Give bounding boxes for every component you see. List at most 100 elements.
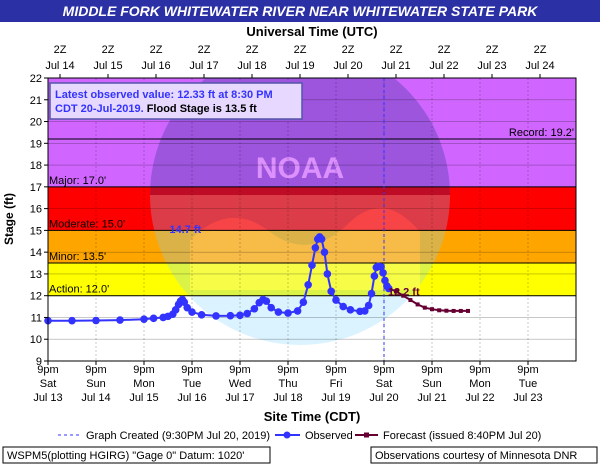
top-tick-date: Jul 24	[525, 60, 554, 72]
flood-stage-text: Flood Stage is 13.5 ft	[144, 103, 257, 115]
latest-value-line2: CDT 20-Jul-2019.	[55, 103, 144, 115]
bottom-tick-time: 9pm	[277, 364, 298, 376]
observed-point	[284, 309, 292, 317]
y-tick-label: 22	[30, 73, 42, 85]
bottom-tick-date: Jul 20	[369, 392, 398, 404]
bottom-tick-time: 9pm	[421, 364, 442, 376]
bottom-tick-time: 9pm	[229, 364, 250, 376]
legend-created-label: Graph Created (9:30PM Jul 20, 2019)	[86, 430, 270, 442]
top-axis-title: Universal Time (UTC)	[246, 24, 377, 39]
bottom-tick-time: 9pm	[85, 364, 106, 376]
bottom-axis-ticks: 9pm Sat Jul 13 9pm Sun Jul 14 9pm Mon Jul 15 9pm T…	[33, 361, 543, 404]
observed-point	[370, 272, 379, 280]
watermark-text: NOAA	[256, 152, 344, 185]
observed-point	[197, 311, 206, 319]
observed-point	[332, 296, 340, 304]
band-label-minor: Minor: 13.5'	[49, 251, 106, 263]
bottom-tick-date: Jul 13	[33, 392, 62, 404]
footer-courtesy: Observations courtesy of Minnesota DNR	[375, 450, 577, 462]
observed-point	[212, 312, 220, 320]
observed-point	[379, 269, 387, 277]
bottom-tick-day: Tue	[183, 378, 202, 390]
observed-point	[304, 281, 312, 289]
observed-point	[320, 248, 329, 256]
observed-point	[299, 298, 308, 307]
latest-value-line1: Latest observed value: 12.33 ft at 8:30 …	[55, 89, 273, 101]
legend-forecast-marker	[364, 432, 369, 438]
top-tick-date: Jul 16	[141, 60, 170, 72]
observed-point	[116, 316, 124, 324]
y-tick-label: 15	[30, 225, 42, 237]
forecast-markers	[386, 286, 470, 313]
top-tick-hour: 2Z	[54, 44, 67, 56]
svg-text:CDT 20-Jul-2019. Flood Stage i: CDT 20-Jul-2019. Flood Stage is 13.5 ft	[55, 103, 257, 115]
bottom-tick-date: Jul 23	[513, 392, 542, 404]
legend-observed-marker	[283, 431, 291, 439]
observed-point	[250, 304, 259, 313]
forecast-point	[422, 305, 427, 310]
observed-point	[311, 244, 320, 252]
observed-point	[188, 308, 196, 316]
forecast-point	[401, 293, 406, 298]
top-tick-date: Jul 17	[189, 60, 218, 72]
observed-point	[364, 301, 373, 310]
bottom-tick-day: Sat	[376, 378, 393, 390]
x-axis-title: Site Time (CDT)	[264, 409, 361, 424]
observed-point	[267, 303, 276, 312]
top-tick-hour: 2Z	[486, 44, 499, 56]
observed-point	[68, 316, 76, 325]
forecast-point	[408, 298, 413, 303]
bottom-tick-date: Jul 22	[465, 392, 494, 404]
bottom-tick-date: Jul 15	[129, 392, 158, 404]
forecast-point	[458, 308, 463, 313]
observed-point	[293, 307, 302, 315]
forecast-point	[415, 302, 420, 307]
y-tick-label: 10	[30, 334, 42, 346]
y-tick-label: 11	[31, 312, 42, 324]
y-axis-ticks: 9 10 11 12 13 14 15 16 17 18 19 20 21 22	[30, 73, 48, 368]
forecast-point	[437, 308, 442, 313]
top-tick-hour: 2Z	[438, 44, 451, 56]
top-tick-date: Jul 18	[237, 60, 266, 72]
top-tick-hour: 2Z	[246, 44, 259, 56]
top-tick-date: Jul 15	[93, 60, 122, 72]
top-tick-date: Jul 14	[45, 60, 74, 72]
top-tick-hour: 2Z	[198, 44, 211, 56]
latest-value-box	[49, 82, 303, 120]
observed-point	[367, 289, 376, 298]
observed-point	[226, 311, 235, 320]
legend-forecast-label: Forecast (issued 8:40PM Jul 20)	[383, 430, 541, 442]
top-tick-date: Jul 21	[381, 60, 410, 72]
observed-point	[327, 287, 336, 296]
y-tick-label: 9	[36, 356, 42, 368]
legend: Graph Created (9:30PM Jul 20, 2019) Obse…	[58, 430, 541, 442]
bottom-tick-date: Jul 19	[321, 392, 350, 404]
bottom-tick-day: Wed	[229, 378, 251, 390]
plot-frame	[47, 77, 577, 362]
top-axis-ticks: 2Z Jul 14 2Z Jul 15 2Z Jul 16 2Z Jul 17 2Z Jul 18…	[45, 44, 555, 78]
bottom-tick-date: Jul 14	[81, 392, 110, 404]
bottom-tick-day: Sun	[422, 378, 442, 390]
top-tick-date: Jul 23	[477, 60, 506, 72]
observed-point	[339, 302, 348, 311]
bottom-tick-day: Mon	[469, 378, 490, 390]
bottom-tick-day: Sat	[40, 378, 57, 390]
bottom-tick-date: Jul 17	[225, 392, 254, 404]
footer-left-box	[2, 446, 271, 464]
band-moderate	[48, 186, 576, 231]
y-tick-label: 18	[30, 160, 42, 172]
chart-title: MIDDLE FORK WHITEWATER RIVER NEAR WHITEW…	[63, 3, 539, 19]
bottom-tick-time: 9pm	[325, 364, 346, 376]
bottom-tick-day: Sun	[86, 378, 106, 390]
top-tick-hour: 2Z	[534, 44, 547, 56]
y-tick-label: 20	[30, 117, 42, 129]
observed-point	[377, 263, 385, 271]
observed-point	[243, 309, 251, 318]
bottom-tick-time: 9pm	[469, 364, 490, 376]
bottom-tick-time: 9pm	[133, 364, 154, 376]
bottom-tick-time: 9pm	[373, 364, 394, 376]
observed-markers	[44, 233, 393, 325]
observed-point	[92, 316, 100, 325]
top-tick-hour: 2Z	[150, 44, 163, 56]
